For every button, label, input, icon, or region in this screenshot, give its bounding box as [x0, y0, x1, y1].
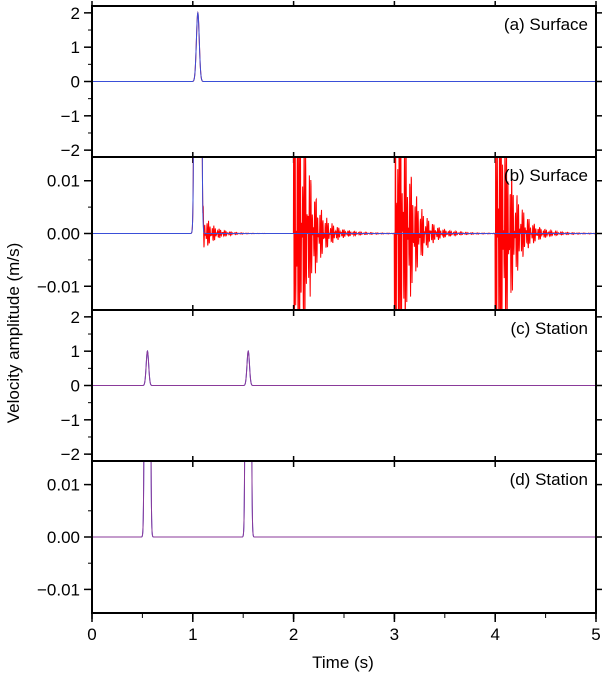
x-tick-label: 0: [87, 625, 96, 644]
y-tick-label: 1: [71, 342, 80, 361]
y-tick-label: −2: [61, 141, 80, 160]
series-line-1: [92, 349, 596, 386]
y-tick-label: 0.00: [47, 225, 80, 244]
series-line-0: [92, 349, 596, 386]
x-tick-label: 4: [490, 625, 499, 644]
y-tick-label: −1: [61, 411, 80, 430]
panel-3: −0.01 0.00 0.01 (d) Station: [37, 456, 602, 619]
panel-label: (a) Surface: [504, 15, 588, 34]
y-tick-label: −0.01: [37, 580, 80, 599]
series-line-1: [92, 157, 596, 234]
y-tick-label: 2: [71, 308, 80, 327]
panel-label: (b) Surface: [504, 166, 588, 185]
y-tick-label: −0.01: [37, 277, 80, 296]
x-axis: 0 1 2 3 4 5: [87, 613, 601, 644]
y-tick-label: 0: [71, 377, 80, 396]
series-group: [92, 11, 596, 82]
y-tick-label: 1: [71, 38, 80, 57]
y-tick-label: −1: [61, 107, 80, 126]
x-tick-label: 1: [188, 625, 197, 644]
series-group: [92, 157, 596, 310]
series-line-0: [92, 461, 596, 538]
y-tick-label: 2: [71, 4, 80, 23]
y-tick-label: 0.00: [47, 528, 80, 547]
x-tick-label: 3: [390, 625, 399, 644]
y-tick-label: 0.01: [47, 172, 80, 191]
series-line-1: [92, 461, 596, 538]
panel-label: (d) Station: [510, 470, 588, 489]
series-group: [92, 349, 596, 386]
x-tick-label: 5: [591, 625, 600, 644]
panel-1: −0.01 0.00 0.01 (b) Surface: [37, 152, 602, 316]
y-tick-label: 0.01: [47, 476, 80, 495]
panel-2: −2 −1 0 1 2 (c) Station: [61, 305, 602, 467]
x-tick-label: 2: [289, 625, 298, 644]
x-axis-title: Time (s): [312, 653, 374, 672]
y-tick-label: 0: [71, 73, 80, 92]
panels: −2 −1 0 1 2 (a) Surface −0.01 0.00 0.01 (b) Surfa…: [37, 1, 602, 619]
series-line-1: [92, 11, 596, 82]
panel-0: −2 −1 0 1 2 (a) Surface: [61, 1, 602, 163]
series-group: [92, 461, 596, 538]
y-tick-label: −2: [61, 445, 80, 464]
y-axis-title: Velocity amplitude (m/s): [4, 243, 23, 423]
panel-label: (c) Station: [511, 319, 588, 338]
